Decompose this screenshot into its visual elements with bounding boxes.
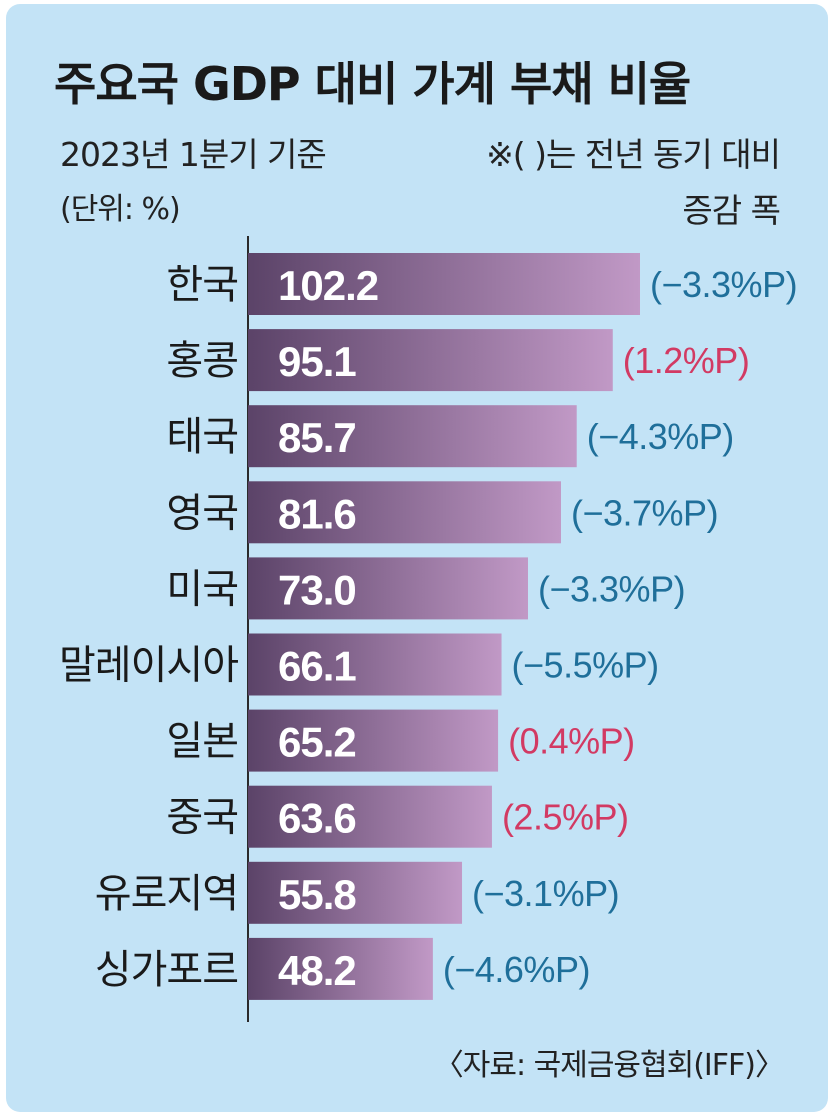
- change-label: (−4.3%P): [587, 416, 734, 457]
- value-label: 66.1: [278, 643, 356, 690]
- change-label: (−3.7%P): [571, 492, 718, 533]
- bar: [248, 329, 613, 392]
- category-label: 홍콩: [166, 338, 238, 384]
- value-label: 85.7: [278, 414, 356, 461]
- category-label: 중국: [166, 795, 238, 841]
- source-label: 〈자료: 국제금융협회(IFF)〉: [433, 1048, 785, 1083]
- change-label: (−3.3%P): [538, 568, 685, 609]
- change-label: (1.2%P): [623, 340, 750, 381]
- category-label: 싱가포르: [95, 947, 238, 993]
- value-label: 65.2: [278, 719, 356, 766]
- category-label: 유로지역: [95, 871, 238, 917]
- category-label: 태국: [166, 414, 238, 460]
- change-label: (−3.3%P): [650, 264, 797, 305]
- category-label: 미국: [166, 566, 238, 612]
- unit-label: (단위: %): [60, 192, 181, 227]
- bar: [248, 557, 528, 620]
- bar: [248, 405, 577, 468]
- note-line-1: ※( )는 전년 동기 대비: [486, 135, 781, 174]
- category-label: 말레이시아: [59, 643, 238, 689]
- value-label: 73.0: [278, 566, 356, 613]
- note-line-2: 증감 폭: [682, 191, 781, 230]
- category-label: 일본: [166, 719, 238, 765]
- change-label: (0.4%P): [508, 721, 635, 762]
- chart-title: 주요국 GDP 대비 가계 부채 비율: [54, 57, 691, 111]
- change-label: (−3.1%P): [472, 873, 619, 914]
- bar: [248, 481, 561, 544]
- bar: [248, 709, 499, 772]
- category-label: 영국: [166, 490, 238, 536]
- bar: [248, 253, 640, 315]
- value-label: 81.6: [278, 490, 356, 537]
- value-label: 48.2: [278, 947, 356, 994]
- change-label: (−5.5%P): [512, 645, 659, 686]
- chart-subtitle: 2023년 1분기 기준: [60, 135, 327, 174]
- change-label: (2.5%P): [502, 797, 629, 838]
- bar: [248, 937, 433, 1000]
- bar: [248, 785, 492, 848]
- change-label: (−4.6%P): [443, 949, 590, 990]
- value-label: 102.2: [278, 262, 378, 309]
- value-label: 95.1: [278, 338, 356, 385]
- category-label: 한국: [166, 262, 238, 308]
- value-label: 55.8: [278, 871, 356, 918]
- bar: [248, 861, 463, 924]
- bar: [248, 633, 502, 696]
- value-label: 63.6: [278, 795, 356, 842]
